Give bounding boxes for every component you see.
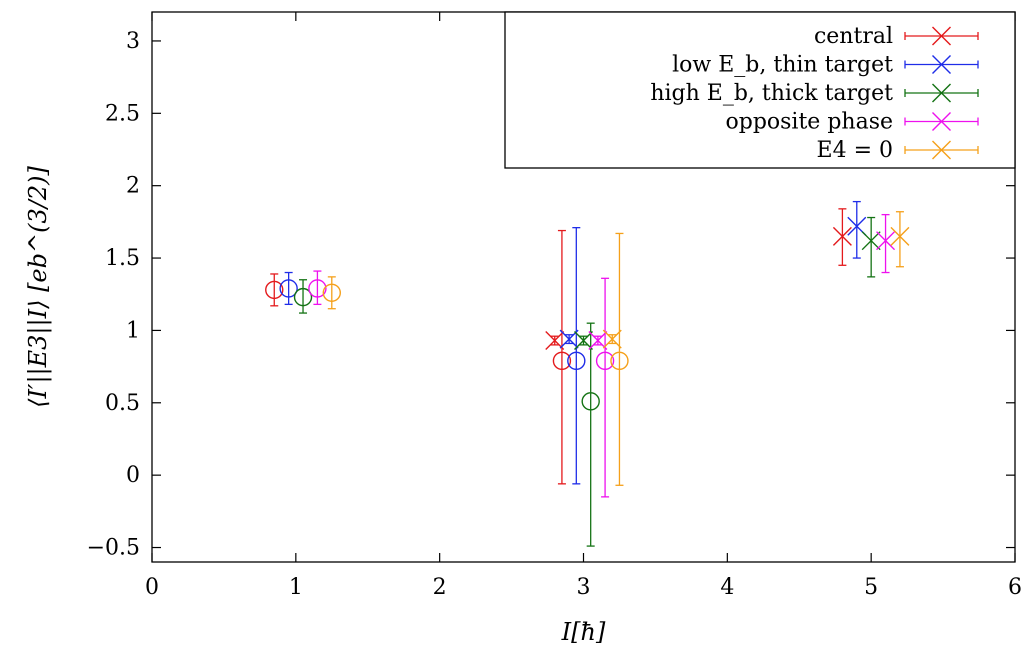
series-group [323, 212, 909, 486]
error-bar [867, 218, 875, 277]
x-tick-label: 0 [145, 575, 159, 600]
error-bar [601, 278, 609, 497]
y-tick-label: 3 [126, 29, 140, 54]
x-tick-label: 5 [864, 575, 878, 600]
legend-label: E4 = 0 [817, 138, 893, 163]
error-bar [299, 280, 307, 313]
series-group [295, 218, 881, 547]
series-group [266, 209, 852, 484]
y-tick-label: 2.5 [105, 101, 140, 126]
error-bar [558, 231, 566, 484]
y-tick-label: 2 [126, 174, 140, 199]
data-point-cross [575, 332, 593, 350]
y-tick-label: 0.5 [105, 391, 140, 416]
series-group [309, 215, 895, 497]
error-bar [285, 273, 293, 305]
legend-label: central [814, 24, 893, 49]
x-tick-label: 4 [720, 575, 734, 600]
error-bar [615, 233, 623, 485]
x-axis-label: I[ħ] [561, 618, 606, 646]
error-bar [572, 228, 580, 484]
legend-label: high E_b, thick target [650, 81, 893, 106]
x-tick-label: 3 [577, 575, 591, 600]
error-bar [313, 271, 321, 304]
y-tick-label: 1.5 [105, 246, 140, 271]
x-tick-label: 1 [289, 575, 303, 600]
x-tick-label: 2 [433, 575, 447, 600]
y-axis-label: ⟨I′||E3||I⟩ [eb^(3/2)] [24, 166, 53, 408]
legend-label: low E_b, thin target [672, 53, 893, 78]
y-tick-label: 1 [126, 318, 140, 343]
error-bar [587, 323, 595, 546]
data-point-cross [603, 330, 621, 348]
error-bar [270, 274, 278, 306]
legend-label: opposite phase [725, 110, 893, 135]
y-tick-label: −0.5 [87, 536, 140, 561]
data-series [266, 202, 909, 546]
x-tick-label: 6 [1008, 575, 1022, 600]
series-group [280, 202, 866, 484]
legend: central low E_b, thin target high E_b, thi… [505, 12, 1015, 168]
y-tick-label: 0 [126, 463, 140, 488]
error-bar [328, 277, 336, 309]
